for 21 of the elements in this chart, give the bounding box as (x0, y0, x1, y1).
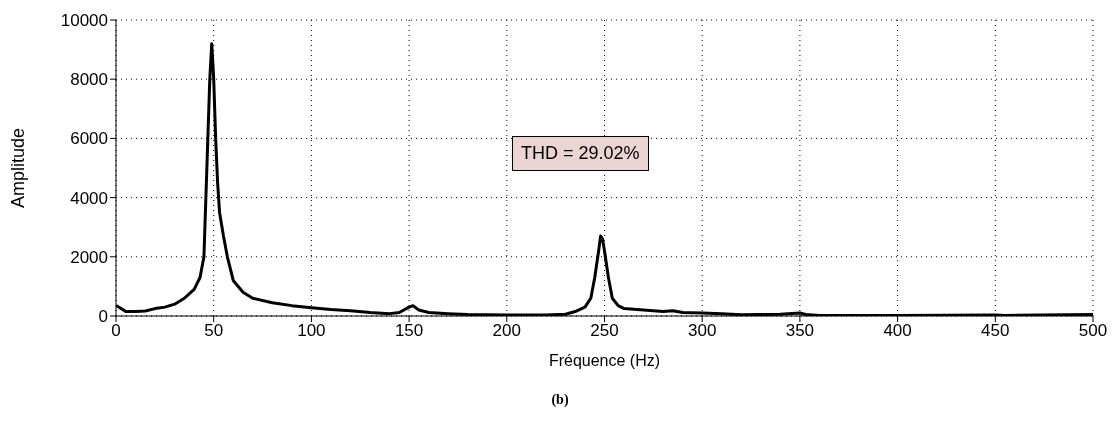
y-tick-label: 6000 (70, 129, 108, 149)
y-tick-label: 4000 (70, 188, 108, 208)
x-tick-label: 200 (492, 321, 521, 341)
x-tick-label: 150 (394, 321, 424, 341)
x-axis-title: Fréquence (Hz) (548, 352, 661, 369)
x-tick-label: 450 (981, 321, 1010, 341)
y-tick-label: 8000 (70, 70, 108, 90)
y-tick-label: 10000 (60, 11, 108, 31)
annotation: THD = 29.02% (512, 136, 649, 171)
y-axis-title: Amplitude (8, 127, 29, 209)
x-tick-label: 0 (111, 321, 121, 341)
x-tick-label: 250 (590, 321, 619, 341)
x-tick-label: 400 (883, 321, 912, 341)
text: (b) (550, 392, 570, 408)
x-tick-label: 50 (204, 321, 224, 341)
x-tick-label: 500 (1078, 321, 1108, 341)
x-tick-label: 350 (785, 321, 815, 341)
y-tick-label: 2000 (70, 247, 108, 267)
y-tick-label: 0 (98, 307, 108, 327)
x-tick-label: 100 (297, 321, 326, 341)
x-tick-label: 300 (688, 321, 717, 341)
